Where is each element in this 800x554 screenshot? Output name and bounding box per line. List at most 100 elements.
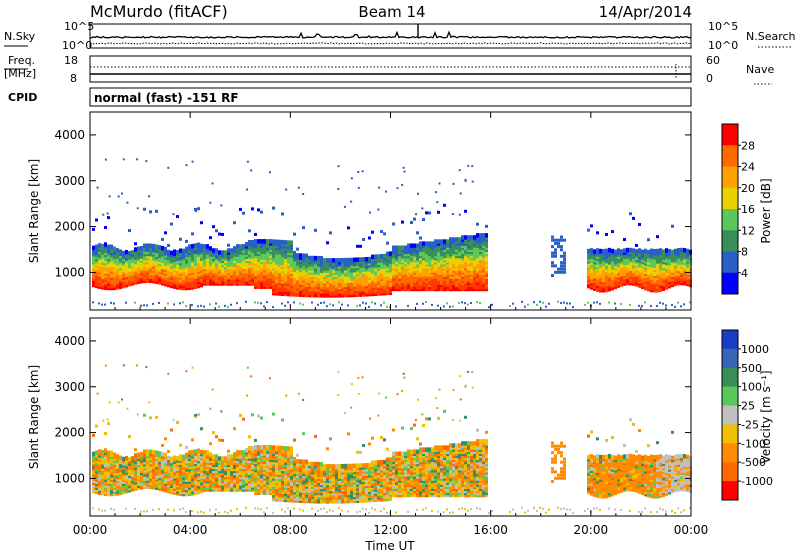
power-cell bbox=[185, 246, 188, 252]
power-ground-cell bbox=[158, 301, 160, 304]
power-scatter-cell bbox=[605, 232, 608, 236]
power-scatter-cell bbox=[410, 220, 413, 224]
power-speck bbox=[403, 170, 406, 173]
velocity-ground-cell bbox=[110, 507, 112, 510]
power-speck bbox=[467, 164, 470, 167]
power-speck bbox=[195, 210, 198, 213]
power-speck bbox=[459, 192, 462, 195]
power-ground-cell bbox=[293, 301, 295, 304]
power-ground-cell bbox=[689, 301, 691, 304]
power-scatter-cell bbox=[560, 238, 563, 242]
power-ground-cell bbox=[209, 303, 211, 306]
power-scatter-cell bbox=[563, 238, 566, 242]
velocity-ground-cell bbox=[218, 511, 220, 514]
velocity-scatter-cell bbox=[149, 416, 152, 420]
power-cell bbox=[155, 244, 158, 249]
power-ground-cell bbox=[263, 305, 265, 308]
nsky-traces bbox=[89, 24, 692, 45]
power-ground-cell bbox=[416, 302, 418, 305]
power-cell bbox=[299, 253, 302, 258]
power-ground-cell bbox=[299, 302, 301, 305]
velocity-cell bbox=[248, 446, 251, 451]
power-scatter-cell bbox=[551, 235, 554, 239]
power-ground-cell bbox=[386, 305, 388, 308]
velocity-scatter-cell bbox=[155, 415, 158, 419]
power-ground-cell bbox=[596, 301, 598, 304]
power-cell bbox=[218, 250, 221, 255]
power-cell bbox=[260, 239, 263, 244]
power-scatter-cell bbox=[194, 207, 197, 211]
power-ground-cell bbox=[422, 302, 424, 305]
power-cell bbox=[638, 248, 641, 253]
power-cell bbox=[662, 249, 665, 254]
power-ground-cell bbox=[569, 302, 571, 305]
velocity-cell bbox=[107, 450, 110, 456]
power-ground-cell bbox=[527, 303, 529, 306]
power-cell bbox=[224, 250, 227, 255]
power-ground-cell bbox=[572, 306, 574, 309]
power-cell bbox=[470, 235, 473, 240]
power-ground-cell bbox=[254, 301, 256, 304]
power-ground-cell bbox=[491, 303, 493, 306]
power-ground-cell bbox=[509, 304, 511, 307]
velocity-ground-cell bbox=[197, 511, 199, 514]
power-ground-cell bbox=[338, 301, 340, 304]
power-scatter-cell bbox=[104, 226, 107, 230]
power-ground-cell bbox=[620, 303, 622, 306]
power-cell bbox=[596, 248, 599, 253]
date-title: 14/Apr/2014 bbox=[599, 3, 692, 21]
right-bottom-tick: 10^0 bbox=[708, 39, 738, 52]
velocity-ground-cell bbox=[263, 511, 265, 514]
power-scatter-cell bbox=[227, 243, 230, 247]
power-scatter-cell bbox=[563, 261, 566, 265]
freq-label-2: [MHz] bbox=[4, 67, 36, 80]
power-scatter-cell bbox=[476, 222, 479, 226]
power-speck bbox=[369, 211, 372, 214]
power-speck bbox=[396, 187, 399, 190]
power-speck bbox=[185, 164, 188, 167]
power-ground-cell bbox=[437, 304, 439, 307]
power-cell bbox=[608, 247, 611, 253]
power-scatter-cell bbox=[371, 230, 374, 234]
power-cell bbox=[131, 250, 134, 255]
power-scatter-cell bbox=[554, 270, 557, 274]
power-cell bbox=[92, 245, 95, 251]
power-cell bbox=[665, 248, 668, 253]
velocity-scatter-cell bbox=[179, 443, 182, 447]
velocity-scatter-cell bbox=[257, 414, 260, 418]
velocity-ground-cell bbox=[224, 510, 226, 513]
power-scatter-cell bbox=[302, 226, 305, 230]
power-cell bbox=[98, 243, 101, 248]
power-ground-cell bbox=[488, 306, 490, 309]
power-cell bbox=[344, 257, 347, 263]
velocity-ground-cell bbox=[92, 507, 94, 510]
power-cell bbox=[212, 248, 215, 253]
power-cell bbox=[152, 243, 155, 249]
power-ground-cell bbox=[227, 305, 229, 308]
power-speck bbox=[148, 195, 151, 198]
power-speck bbox=[167, 166, 170, 169]
power-cell bbox=[590, 248, 593, 253]
power-scatter-cell bbox=[347, 226, 350, 230]
velocity-cell bbox=[209, 452, 212, 457]
power-speck bbox=[122, 158, 125, 161]
right-top-tick: 10^5 bbox=[708, 20, 738, 33]
power-cell bbox=[446, 239, 449, 244]
power-scatter-cell bbox=[356, 244, 359, 248]
power-scatter-cell bbox=[293, 232, 296, 236]
power-speck bbox=[471, 180, 474, 183]
velocity-scatter-cell bbox=[92, 433, 95, 437]
power-speck bbox=[96, 186, 99, 189]
power-speck bbox=[337, 187, 340, 190]
power-speck bbox=[385, 190, 388, 193]
power-ground-cell bbox=[140, 304, 142, 307]
power-ground-cell bbox=[452, 305, 454, 308]
power-ground-cell bbox=[167, 302, 169, 305]
power-scatter-cell bbox=[257, 208, 260, 212]
power-cell bbox=[170, 250, 173, 256]
power-cell bbox=[449, 237, 452, 242]
station-title: McMurdo (fitACF) bbox=[90, 2, 228, 21]
power-ground-cell bbox=[182, 301, 184, 304]
velocity-cell bbox=[134, 453, 137, 458]
power-scatter-cell bbox=[443, 203, 446, 207]
